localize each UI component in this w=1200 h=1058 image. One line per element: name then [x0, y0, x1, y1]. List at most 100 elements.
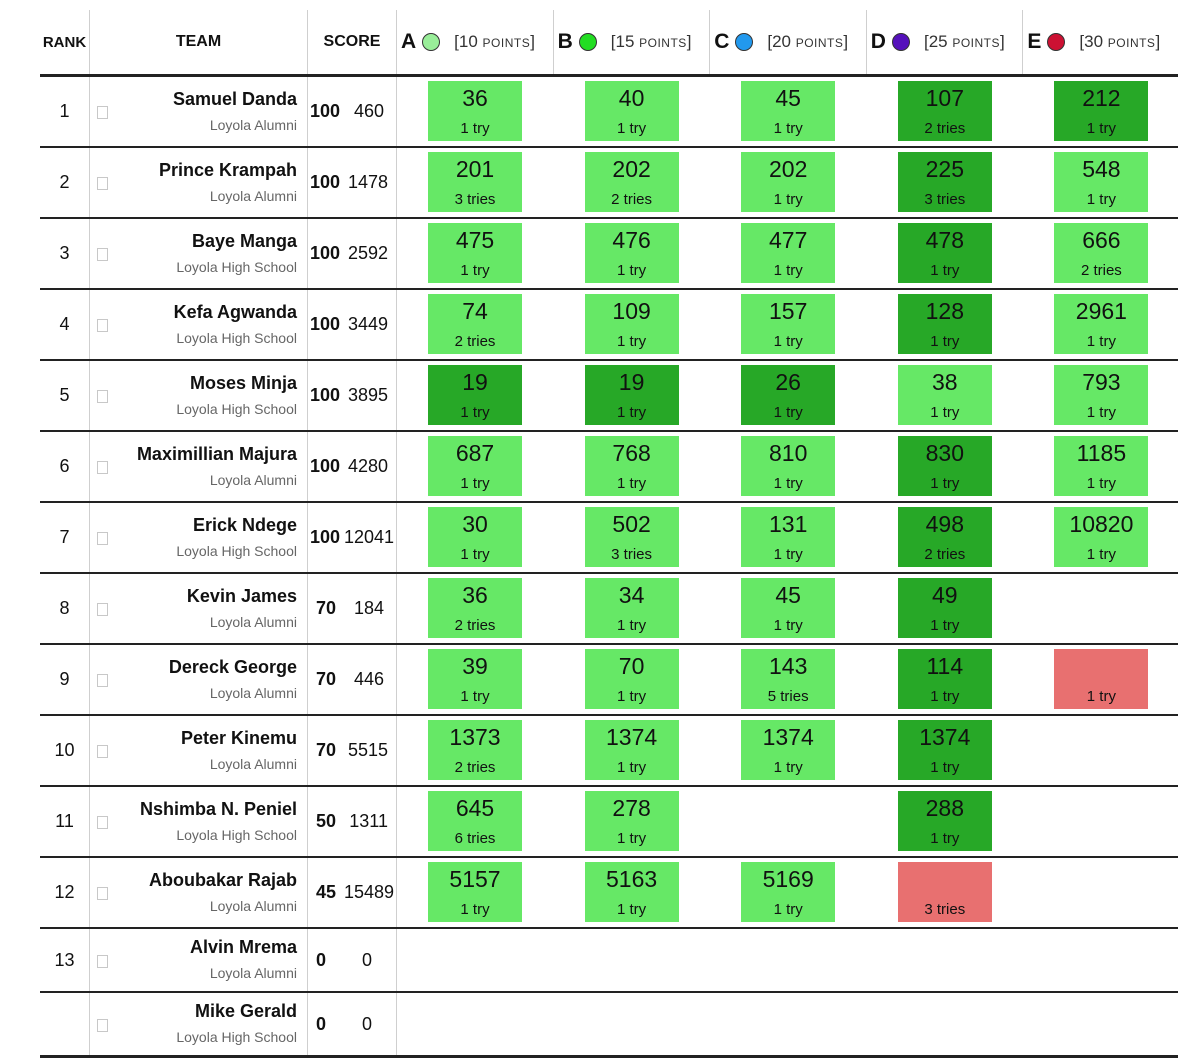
problem-cell-c[interactable]: 1374 1 try	[741, 720, 836, 780]
table-row[interactable]: 8 Kevin James Loyola Alumni 70 184 36 2 tries 3…	[40, 574, 1178, 645]
problem-cell-b[interactable]: 19 1 try	[584, 365, 679, 425]
team-name[interactable]: Samuel Danda	[172, 89, 297, 109]
team-checkbox[interactable]	[97, 745, 108, 758]
team-cell[interactable]: Mike Gerald Loyola High School	[90, 993, 308, 1055]
problem-header-a[interactable]: A [10 POINTS]	[397, 10, 554, 74]
problem-cell-c[interactable]: 477 1 try	[741, 223, 836, 283]
problem-cell-c[interactable]: 5169 1 try	[741, 862, 836, 922]
table-row[interactable]: 5 Moses Minja Loyola High School 100 3895 19 1…	[40, 361, 1178, 432]
score-header[interactable]: SCORE	[308, 10, 397, 74]
problem-cell-b[interactable]: 278 1 try	[584, 791, 679, 851]
problem-cell-b[interactable]: 768 1 try	[584, 436, 679, 496]
team-checkbox[interactable]	[97, 603, 108, 616]
problem-cell-d[interactable]: 1374 1 try	[897, 720, 992, 780]
problem-header-d[interactable]: D [25 POINTS]	[867, 10, 1024, 74]
problem-cell-a[interactable]: 36 2 tries	[428, 578, 522, 638]
problem-cell-b[interactable]: 34 1 try	[584, 578, 679, 638]
team-checkbox[interactable]	[97, 461, 108, 474]
team-cell[interactable]: Prince Krampah Loyola Alumni	[90, 148, 308, 217]
team-cell[interactable]: Peter Kinemu Loyola Alumni	[90, 716, 308, 785]
team-checkbox[interactable]	[97, 390, 108, 403]
team-name[interactable]: Nshimba N. Peniel	[139, 799, 297, 819]
problem-cell-c[interactable]: 45 1 try	[741, 81, 836, 141]
problem-cell-a[interactable]: 5157 1 try	[428, 862, 522, 922]
problem-cell-c[interactable]: 26 1 try	[741, 365, 836, 425]
problem-cell-d[interactable]: 288 1 try	[897, 791, 992, 851]
problem-cell-b[interactable]: 70 1 try	[584, 649, 679, 709]
problem-cell-a[interactable]: 39 1 try	[428, 649, 522, 709]
team-cell[interactable]: Erick Ndege Loyola High School	[90, 503, 308, 572]
team-cell[interactable]: Samuel Danda Loyola Alumni	[90, 77, 308, 146]
table-row[interactable]: 10 Peter Kinemu Loyola Alumni 70 5515 1373 2 t…	[40, 716, 1178, 787]
problem-cell-c[interactable]: 202 1 try	[741, 152, 836, 212]
team-cell[interactable]: Kevin James Loyola Alumni	[90, 574, 308, 643]
problem-cell-b[interactable]: 476 1 try	[584, 223, 679, 283]
problem-cell-c[interactable]: 45 1 try	[741, 578, 836, 638]
team-name[interactable]: Alvin Mrema	[189, 937, 297, 957]
problem-cell-d[interactable]: 830 1 try	[897, 436, 992, 496]
problem-cell-b[interactable]: 109 1 try	[584, 294, 679, 354]
team-checkbox[interactable]	[97, 887, 108, 900]
rank-header[interactable]: RANK	[40, 10, 90, 74]
team-name[interactable]: Kevin James	[186, 586, 297, 606]
problem-cell-b[interactable]: 202 2 tries	[584, 152, 679, 212]
problem-cell-d[interactable]: 38 1 try	[897, 365, 992, 425]
problem-cell-a[interactable]: 74 2 tries	[428, 294, 522, 354]
problem-cell-d[interactable]: 478 1 try	[897, 223, 992, 283]
team-checkbox[interactable]	[97, 1019, 108, 1032]
problem-cell-a[interactable]: 645 6 tries	[428, 791, 522, 851]
problem-cell-e[interactable]: 2961 1 try	[1054, 294, 1149, 354]
problem-cell-d[interactable]: 114 1 try	[897, 649, 992, 709]
table-row[interactable]: 12 Aboubakar Rajab Loyola Alumni 45 15489 515…	[40, 858, 1178, 929]
team-checkbox[interactable]	[97, 319, 108, 332]
team-checkbox[interactable]	[97, 106, 108, 119]
team-cell[interactable]: Dereck George Loyola Alumni	[90, 645, 308, 714]
team-checkbox[interactable]	[97, 248, 108, 261]
problem-cell-e[interactable]: 10820 1 try	[1054, 507, 1149, 567]
problem-header-b[interactable]: B [15 POINTS]	[554, 10, 711, 74]
table-row[interactable]: 9 Dereck George Loyola Alumni 70 446 39 1 try 7…	[40, 645, 1178, 716]
table-row[interactable]: 7 Erick Ndege Loyola High School 100 12041 30…	[40, 503, 1178, 574]
team-checkbox[interactable]	[97, 532, 108, 545]
problem-cell-e[interactable]: 1 try	[1054, 649, 1149, 709]
problem-cell-d[interactable]: 107 2 tries	[897, 81, 992, 141]
team-cell[interactable]: Moses Minja Loyola High School	[90, 361, 308, 430]
problem-cell-a[interactable]: 30 1 try	[428, 507, 522, 567]
table-row[interactable]: 11 Nshimba N. Peniel Loyola High School 50 1…	[40, 787, 1178, 858]
problem-cell-c[interactable]: 131 1 try	[741, 507, 836, 567]
problem-cell-d[interactable]: 128 1 try	[897, 294, 992, 354]
team-checkbox[interactable]	[97, 177, 108, 190]
team-cell[interactable]: Maximillian Majura Loyola Alumni	[90, 432, 308, 501]
team-header[interactable]: TEAM	[90, 10, 308, 74]
team-checkbox[interactable]	[97, 674, 108, 687]
problem-cell-d[interactable]: 49 1 try	[897, 578, 992, 638]
problem-cell-b[interactable]: 5163 1 try	[584, 862, 679, 922]
problem-header-c[interactable]: C [20 POINTS]	[710, 10, 867, 74]
team-cell[interactable]: Aboubakar Rajab Loyola Alumni	[90, 858, 308, 927]
team-name[interactable]: Baye Manga	[191, 231, 297, 251]
table-row[interactable]: 13 Alvin Mrema Loyola Alumni 0 0	[40, 929, 1178, 993]
problem-cell-d[interactable]: 498 2 tries	[897, 507, 992, 567]
problem-cell-e[interactable]: 793 1 try	[1054, 365, 1149, 425]
problem-cell-b[interactable]: 40 1 try	[584, 81, 679, 141]
problem-cell-e[interactable]: 1185 1 try	[1054, 436, 1149, 496]
team-name[interactable]: Mike Gerald	[194, 1001, 297, 1021]
problem-cell-b[interactable]: 502 3 tries	[584, 507, 679, 567]
problem-cell-a[interactable]: 201 3 tries	[428, 152, 522, 212]
table-row[interactable]: 6 Maximillian Majura Loyola Alumni 100 4280 6…	[40, 432, 1178, 503]
team-cell[interactable]: Baye Manga Loyola High School	[90, 219, 308, 288]
table-row[interactable]: 2 Prince Krampah Loyola Alumni 100 1478 201 3 …	[40, 148, 1178, 219]
problem-cell-e[interactable]: 212 1 try	[1054, 81, 1149, 141]
problem-cell-c[interactable]: 143 5 tries	[741, 649, 836, 709]
problem-cell-d[interactable]: 225 3 tries	[897, 152, 992, 212]
table-row[interactable]: 3 Baye Manga Loyola High School 100 2592 475 1…	[40, 219, 1178, 290]
problem-cell-a[interactable]: 687 1 try	[428, 436, 522, 496]
team-name[interactable]: Aboubakar Rajab	[148, 870, 297, 890]
team-name[interactable]: Dereck George	[168, 657, 297, 677]
problem-cell-d[interactable]: 3 tries	[897, 862, 992, 922]
problem-cell-e[interactable]: 548 1 try	[1054, 152, 1149, 212]
problem-cell-b[interactable]: 1374 1 try	[584, 720, 679, 780]
team-name[interactable]: Kefa Agwanda	[173, 302, 297, 322]
problem-cell-c[interactable]: 157 1 try	[741, 294, 836, 354]
table-row[interactable]: 4 Kefa Agwanda Loyola High School 100 3449 74…	[40, 290, 1178, 361]
